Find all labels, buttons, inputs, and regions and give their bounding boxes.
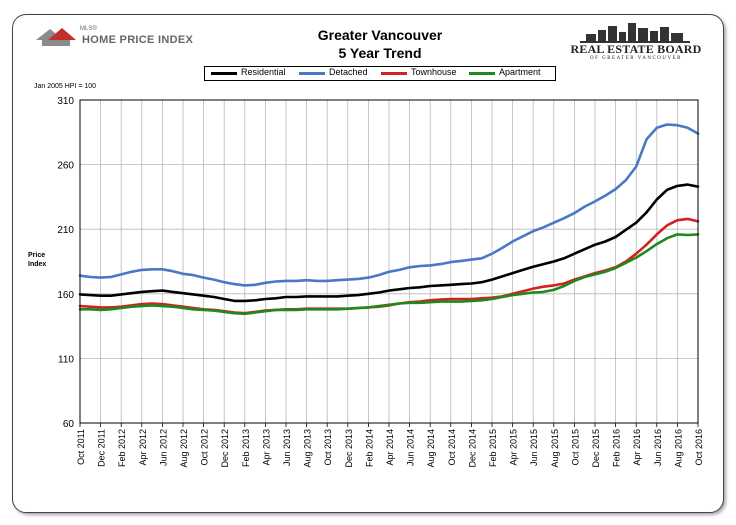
legend-label-apartment: Apartment (499, 67, 541, 77)
y-tick-label: 110 (58, 354, 74, 365)
legend-swatch-residential (211, 72, 237, 75)
legend-swatch-apartment (469, 72, 495, 75)
x-tick-label: Jun 2012 (158, 429, 168, 466)
hpi-base-note: Jan 2005 HPI = 100 (34, 83, 97, 90)
x-tick-label: Dec 2011 (97, 429, 107, 467)
chart-title: Greater Vancouver 5 Year Trend (250, 26, 510, 62)
y-tick-label: 160 (57, 290, 74, 301)
x-tick-label: Dec 2012 (220, 429, 230, 468)
x-tick-label: Apr 2012 (138, 429, 148, 466)
x-tick-label: Apr 2015 (509, 429, 519, 466)
real-estate-board-logo: REAL ESTATE BOARD OF GREATER VANCOUVER (566, 22, 706, 66)
series-line-detached (78, 123, 700, 287)
x-tick-label: Jun 2015 (529, 429, 539, 466)
x-tick-label: Jun 2016 (653, 429, 663, 466)
legend-label-townhouse: Townhouse (411, 67, 457, 77)
mls-logo-name: HOME PRICE INDEX (82, 34, 194, 46)
legend-label-detached: Detached (329, 67, 368, 77)
series-line-apartment (78, 233, 700, 316)
x-tick-label: Aug 2015 (550, 429, 560, 468)
x-tick-label: Oct 2011 (76, 429, 86, 465)
title-line-2: 5 Year Trend (338, 45, 422, 61)
legend-swatch-detached (299, 72, 325, 75)
plot-border (79, 99, 699, 424)
mls-hpi-logo: MLS® HOME PRICE INDEX (24, 24, 214, 52)
x-tick-label: Jun 2014 (406, 429, 416, 466)
y-tick-label: 210 (57, 225, 74, 236)
series-line-residential (78, 183, 700, 303)
title-line-1: Greater Vancouver (317, 27, 443, 43)
y-tick-label: 60 (63, 419, 75, 430)
x-tick-label: Aug 2016 (673, 429, 683, 468)
legend-label-residential: Residential (241, 67, 286, 77)
x-tick-label: Feb 2016 (612, 429, 622, 467)
x-tick-label: Apr 2014 (385, 429, 395, 466)
reb-logo-sub: OF GREATER VANCOUVER (589, 56, 683, 61)
y-axis-label-text: Price Index (28, 252, 47, 268)
x-tick-label: Apr 2013 (261, 429, 271, 466)
x-tick-label: Aug 2014 (426, 429, 436, 468)
skyline-logo-icon (580, 23, 690, 43)
chart-legend: Residential Detached Townhouse Apartment (204, 66, 556, 81)
x-tick-label: Apr 2016 (632, 429, 642, 466)
x-tick-label: Oct 2014 (447, 429, 457, 466)
x-tick-label: Oct 2015 (570, 429, 580, 466)
y-axis-label: Price Index (28, 251, 52, 269)
y-tick-label: 310 (57, 96, 74, 107)
x-tick-label: Aug 2012 (179, 429, 189, 468)
x-tick-label: Jun 2013 (282, 429, 292, 466)
x-tick-label: Aug 2013 (303, 429, 313, 468)
x-tick-label: Feb 2015 (488, 429, 498, 467)
x-tick-label: Oct 2013 (323, 429, 333, 466)
x-tick-label: Dec 2013 (344, 429, 354, 468)
legend-swatch-townhouse (381, 72, 407, 75)
reb-logo-name: REAL ESTATE BOARD (570, 42, 702, 56)
y-tick-label: 260 (57, 161, 74, 172)
x-tick-label: Feb 2012 (117, 429, 127, 467)
mls-logo-small-text: MLS® (80, 26, 97, 32)
x-tick-label: Feb 2014 (364, 429, 374, 467)
house-logo-icon (36, 28, 76, 46)
x-tick-label: Dec 2014 (467, 429, 477, 468)
x-tick-label: Feb 2013 (241, 429, 251, 467)
x-tick-label: Dec 2015 (591, 429, 601, 468)
x-tick-label: Oct 2016 (694, 429, 704, 466)
x-tick-label: Oct 2012 (200, 429, 210, 466)
